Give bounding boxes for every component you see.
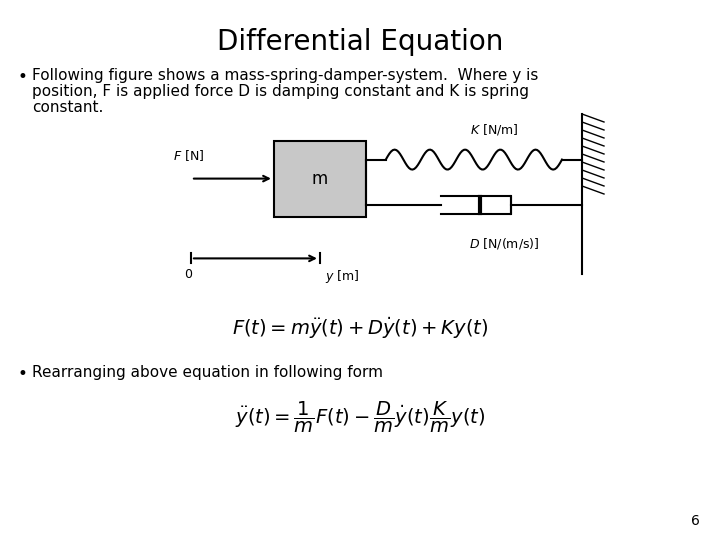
Text: Rearranging above equation in following form: Rearranging above equation in following …	[32, 365, 383, 380]
Text: •: •	[18, 68, 28, 86]
Text: 6: 6	[691, 514, 700, 528]
Text: $y\ [\mathrm{m}]$: $y\ [\mathrm{m}]$	[325, 268, 359, 286]
Text: m: m	[312, 170, 328, 187]
Text: 0: 0	[184, 268, 192, 281]
Text: $D\ [\mathrm{N/(m/s)}]$: $D\ [\mathrm{N/(m/s)}]$	[469, 235, 539, 251]
Text: position, F is applied force D is damping constant and K is spring: position, F is applied force D is dampin…	[32, 84, 529, 99]
Text: $F\ [\mathrm{N}]$: $F\ [\mathrm{N}]$	[173, 148, 204, 163]
Text: •: •	[18, 365, 28, 383]
Text: constant.: constant.	[32, 100, 104, 115]
Text: $\ddot{y}(t) = \dfrac{1}{m}F(t) - \dfrac{D}{m}\dot{y}(t)\dfrac{K}{m}y(t)$: $\ddot{y}(t) = \dfrac{1}{m}F(t) - \dfrac…	[235, 400, 485, 435]
Text: Differential Equation: Differential Equation	[217, 28, 503, 56]
Polygon shape	[274, 140, 366, 217]
Text: $K\ [\mathrm{N/m}]$: $K\ [\mathrm{N/m}]$	[469, 122, 518, 137]
Text: Following figure shows a mass-spring-damper-system.  Where y is: Following figure shows a mass-spring-dam…	[32, 68, 539, 83]
Text: $F(t) = m\ddot{y}(t) + D\dot{y}(t) + Ky(t)$: $F(t) = m\ddot{y}(t) + D\dot{y}(t) + Ky(…	[232, 315, 488, 341]
